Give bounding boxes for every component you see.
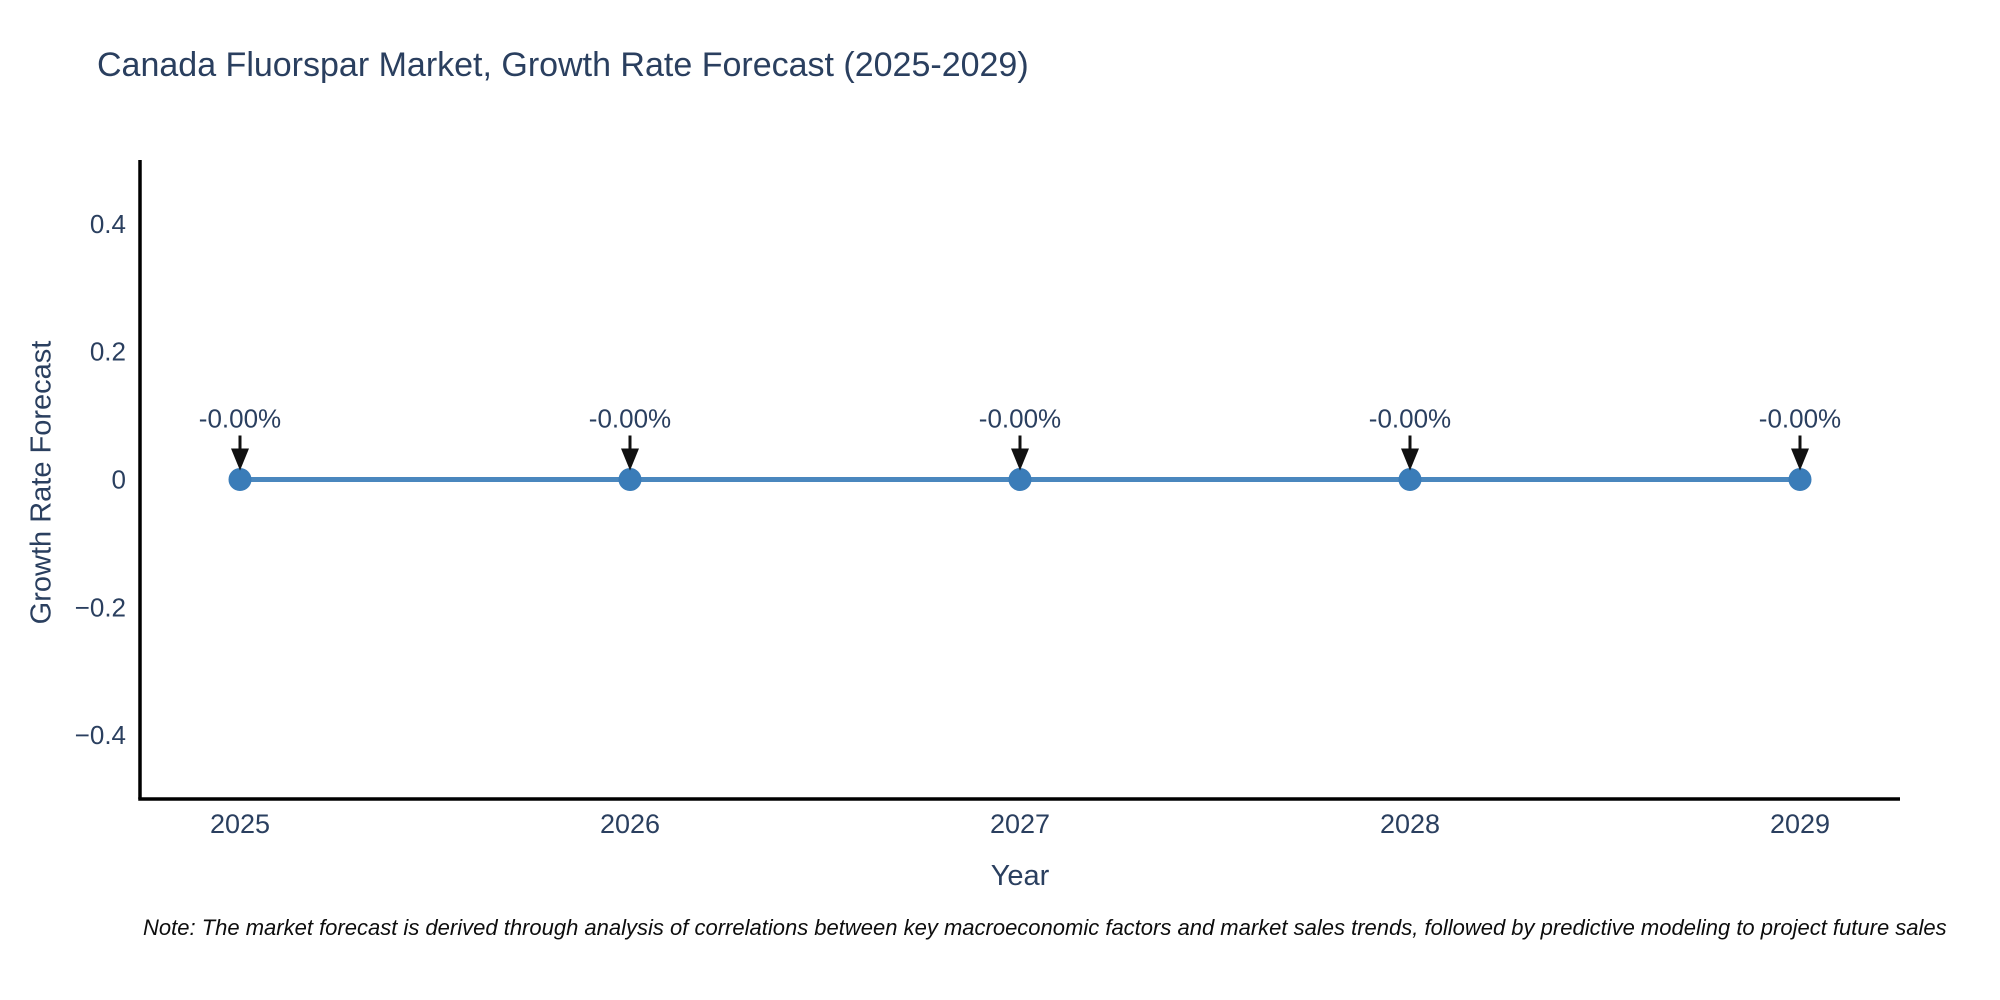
x-axis-title: Year (990, 860, 1050, 892)
y-tick-label: 0.2 (90, 337, 126, 367)
annotation-arrow-head (621, 448, 639, 471)
annotation-label: -0.00% (589, 404, 671, 434)
y-tick-label: 0.4 (90, 209, 126, 239)
y-tick-label: −0.4 (75, 720, 126, 750)
data-point-marker (1788, 468, 1812, 491)
x-tick-label: 2027 (990, 809, 1050, 839)
footnote-text: Note: The market forecast is derived thr… (143, 915, 1947, 940)
data-point-marker (1008, 468, 1032, 491)
x-tick-label: 2025 (210, 809, 270, 839)
data-point-marker (228, 468, 252, 491)
annotation-label: -0.00% (1369, 404, 1451, 434)
x-tick-label: 2026 (600, 809, 660, 839)
y-tick-label: 0 (112, 465, 126, 495)
annotation-arrow-head (1401, 448, 1419, 471)
data-point-marker (1398, 468, 1422, 491)
data-point-marker (618, 468, 642, 491)
x-tick-label: 2029 (1770, 809, 1830, 839)
x-tick-label: 2028 (1380, 809, 1440, 839)
annotation-arrow-head (1791, 448, 1809, 471)
y-tick-label: −0.2 (75, 592, 126, 622)
annotation-arrow-head (231, 448, 249, 471)
annotation-label: -0.00% (199, 404, 281, 434)
chart-title: Canada Fluorspar Market, Growth Rate For… (97, 46, 1029, 84)
annotation-label: -0.00% (979, 404, 1061, 434)
annotation-arrow-head (1011, 448, 1029, 471)
y-axis-title: Growth Rate Forecast (25, 340, 58, 625)
annotation-label: -0.00% (1759, 404, 1841, 434)
